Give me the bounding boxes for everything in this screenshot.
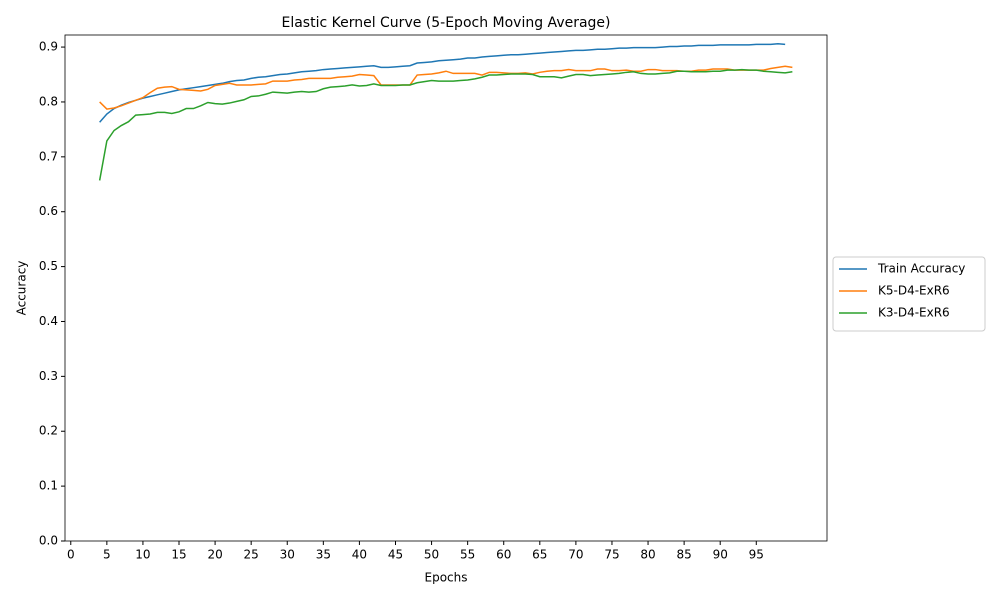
legend-label: K5-D4-ExR6 xyxy=(878,284,950,298)
x-tick-label: 45 xyxy=(388,548,403,562)
y-tick-label: 0.8 xyxy=(39,94,58,108)
x-tick-label: 85 xyxy=(676,548,691,562)
x-tick-label: 0 xyxy=(67,548,75,562)
y-tick-label: 0.5 xyxy=(39,259,58,273)
legend-label: K3-D4-ExR6 xyxy=(878,306,950,320)
x-tick-label: 10 xyxy=(135,548,150,562)
x-tick-label: 95 xyxy=(749,548,764,562)
x-tick-label: 80 xyxy=(640,548,655,562)
y-tick-label: 0.7 xyxy=(39,149,58,163)
plot-frame xyxy=(64,34,828,542)
y-tick-label: 0.6 xyxy=(39,204,58,218)
data-line xyxy=(99,43,786,123)
data-line xyxy=(98,68,793,181)
x-tick-label: 25 xyxy=(244,548,259,562)
x-tick-label: 40 xyxy=(352,548,367,562)
legend-box xyxy=(832,256,986,332)
x-tick-label: 20 xyxy=(207,548,222,562)
x-tick-label: 60 xyxy=(496,548,511,562)
x-tick-label: 5 xyxy=(103,548,111,562)
y-tick-label: 0.0 xyxy=(39,534,58,548)
x-tick-label: 70 xyxy=(568,548,583,562)
x-tick-label: 35 xyxy=(316,548,331,562)
y-tick-label: 0.3 xyxy=(39,369,58,383)
chart-title: Elastic Kernel Curve (5-Epoch Moving Ave… xyxy=(281,15,610,31)
x-axis-label: Epochs xyxy=(425,571,468,585)
x-tick-label: 55 xyxy=(460,548,475,562)
y-axis-label: Accuracy xyxy=(15,261,29,316)
legend-label: Train Accuracy xyxy=(877,262,965,276)
y-tick-label: 0.2 xyxy=(39,424,58,438)
y-tick-label: 0.1 xyxy=(39,479,58,493)
y-tick-label: 0.9 xyxy=(39,40,58,54)
x-tick-label: 30 xyxy=(280,548,295,562)
x-tick-label: 50 xyxy=(424,548,439,562)
data-line xyxy=(99,65,793,110)
x-tick-label: 65 xyxy=(532,548,547,562)
y-tick-label: 0.4 xyxy=(39,314,58,328)
x-tick-label: 90 xyxy=(713,548,728,562)
x-tick-label: 75 xyxy=(604,548,619,562)
x-tick-label: 15 xyxy=(171,548,186,562)
